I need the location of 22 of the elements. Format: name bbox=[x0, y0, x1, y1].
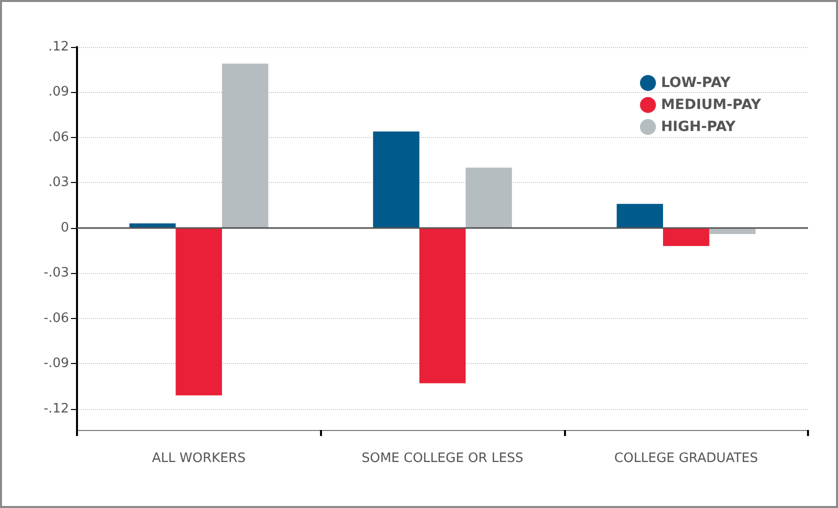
x-tick-label: ALL WORKERS bbox=[152, 451, 246, 466]
bar bbox=[616, 204, 664, 228]
bar bbox=[466, 168, 512, 228]
x-tick-label: COLLEGE GRADUATES bbox=[614, 451, 758, 466]
y-tick-label: .12 bbox=[48, 40, 69, 54]
y-tick-label: -.06 bbox=[44, 310, 69, 326]
legend-label: MEDIUM-PAY bbox=[660, 97, 762, 113]
y-tick-label: .09 bbox=[48, 84, 69, 100]
y-tick-label: .03 bbox=[48, 175, 69, 190]
y-tick-label: -.03 bbox=[44, 266, 69, 281]
bar bbox=[419, 228, 466, 384]
bar bbox=[373, 131, 420, 228]
legend-label: LOW-PAY bbox=[660, 75, 732, 91]
bar bbox=[222, 64, 268, 228]
y-tick-label: 0 bbox=[60, 220, 69, 236]
y-tick-label: -.12 bbox=[44, 401, 69, 416]
x-tick-label: SOME COLLEGE OR LESS bbox=[362, 451, 524, 466]
bar bbox=[663, 228, 710, 246]
y-tick-label: -.09 bbox=[44, 356, 69, 372]
bar bbox=[176, 228, 222, 396]
legend-label: HIGH-PAY bbox=[660, 119, 736, 135]
y-tick-label: .06 bbox=[48, 130, 69, 145]
